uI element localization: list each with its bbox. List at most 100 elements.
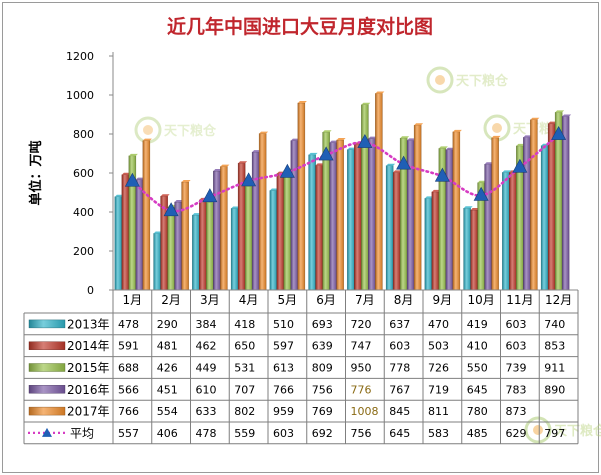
line-point xyxy=(318,146,334,161)
bar-top xyxy=(135,177,145,180)
bar-top xyxy=(445,147,455,150)
chart-title: 近几年中国进口大豆月度对比图 xyxy=(167,15,433,38)
data-label: 410 xyxy=(467,340,488,353)
bar-top xyxy=(400,136,410,139)
bar-top xyxy=(463,206,473,209)
watermark-logo: 天下粮仓 xyxy=(134,116,217,144)
bar-top xyxy=(252,150,262,153)
x-tick-label: 4月 xyxy=(239,293,259,307)
bar-top xyxy=(516,143,526,146)
bar-top xyxy=(555,110,565,113)
bar-top xyxy=(424,196,434,199)
bar-top xyxy=(368,136,378,139)
data-label: 783 xyxy=(506,383,527,396)
bar-top xyxy=(114,194,124,197)
bar xyxy=(561,116,570,291)
bar xyxy=(220,166,228,291)
data-label: 449 xyxy=(196,362,217,375)
bar xyxy=(199,199,207,291)
legend-label: 2015年 xyxy=(67,361,110,375)
data-label: 780 xyxy=(467,405,488,418)
data-label: 911 xyxy=(544,362,565,375)
bar-top xyxy=(414,123,424,126)
data-label: 481 xyxy=(157,340,178,353)
data-label: 639 xyxy=(312,340,333,353)
data-label: 531 xyxy=(234,362,255,375)
bars xyxy=(114,91,572,291)
bar xyxy=(347,149,355,291)
data-label: 740 xyxy=(544,318,565,331)
data-label: 485 xyxy=(467,427,488,440)
bar-top xyxy=(562,114,572,117)
bar xyxy=(297,102,306,291)
bar xyxy=(424,198,433,291)
bar xyxy=(213,170,221,291)
y-tick-label: 200 xyxy=(73,245,94,258)
legend-swatch xyxy=(28,406,66,416)
watermark-logo: 天下粮仓 xyxy=(426,66,509,94)
bar-top xyxy=(361,102,371,105)
bar xyxy=(392,172,401,291)
data-label: 756 xyxy=(351,427,372,440)
bar-top xyxy=(231,206,241,209)
legend-label: 2014年 xyxy=(67,339,110,353)
bar xyxy=(283,170,292,291)
bar-top xyxy=(491,135,501,138)
bar xyxy=(244,186,253,291)
data-label: 645 xyxy=(467,383,488,396)
x-tick-label: 12月 xyxy=(545,293,572,307)
data-label: 707 xyxy=(234,383,255,396)
legend-label: 2016年 xyxy=(67,383,110,397)
data-label: 613 xyxy=(273,362,294,375)
bar xyxy=(142,140,151,291)
table-row: 2013年 478 290 384 418 510 693 720 637 470 419 603 74… xyxy=(28,317,565,331)
data-label: 688 xyxy=(118,362,139,375)
bar xyxy=(375,93,383,291)
y-tick-label: 600 xyxy=(73,167,94,180)
y-tick-label: 800 xyxy=(73,128,94,141)
x-tick-label: 1月 xyxy=(123,293,143,307)
data-label: 603 xyxy=(506,340,527,353)
bar-top xyxy=(484,162,494,165)
data-label: 959 xyxy=(273,405,294,418)
data-label: 1008 xyxy=(351,405,379,418)
data-label: 720 xyxy=(351,318,372,331)
legend-swatch xyxy=(28,385,66,394)
x-tick-label: 10月 xyxy=(467,293,494,307)
data-label: 756 xyxy=(312,383,333,396)
bar-top xyxy=(452,129,462,132)
x-tick-label: 7月 xyxy=(355,293,375,307)
data-label: 739 xyxy=(506,362,527,375)
bar xyxy=(484,164,492,291)
y-axis-label: 单位：万吨 xyxy=(28,140,44,205)
bar xyxy=(336,139,344,291)
x-tick-label: 5月 xyxy=(278,293,298,307)
legend-swatch xyxy=(28,319,66,329)
line-point xyxy=(202,188,218,203)
line-point xyxy=(241,172,257,187)
data-label: 726 xyxy=(428,362,449,375)
data-label: 384 xyxy=(196,318,217,331)
data-label: 554 xyxy=(157,405,178,418)
bar-top xyxy=(523,135,533,138)
line-point xyxy=(434,167,450,182)
bar xyxy=(530,119,538,291)
bar xyxy=(269,190,278,291)
bar-top xyxy=(121,172,131,175)
bar-top xyxy=(128,153,138,156)
bar xyxy=(368,138,376,291)
y-tick-label: 1200 xyxy=(66,50,94,63)
bar xyxy=(276,173,285,291)
bar-top xyxy=(502,170,512,173)
line-point xyxy=(124,172,140,187)
legend-swatch xyxy=(28,341,66,350)
data-label: 510 xyxy=(273,318,294,331)
bar xyxy=(547,123,556,291)
data-label: 597 xyxy=(273,340,294,353)
bar-top xyxy=(213,169,223,172)
bar-top xyxy=(160,194,170,197)
bar xyxy=(445,149,454,291)
table-row: 2015年 688 426 449 531 613 809 950 778 726 550 739 91… xyxy=(28,361,565,375)
data-label: 566 xyxy=(118,383,139,396)
